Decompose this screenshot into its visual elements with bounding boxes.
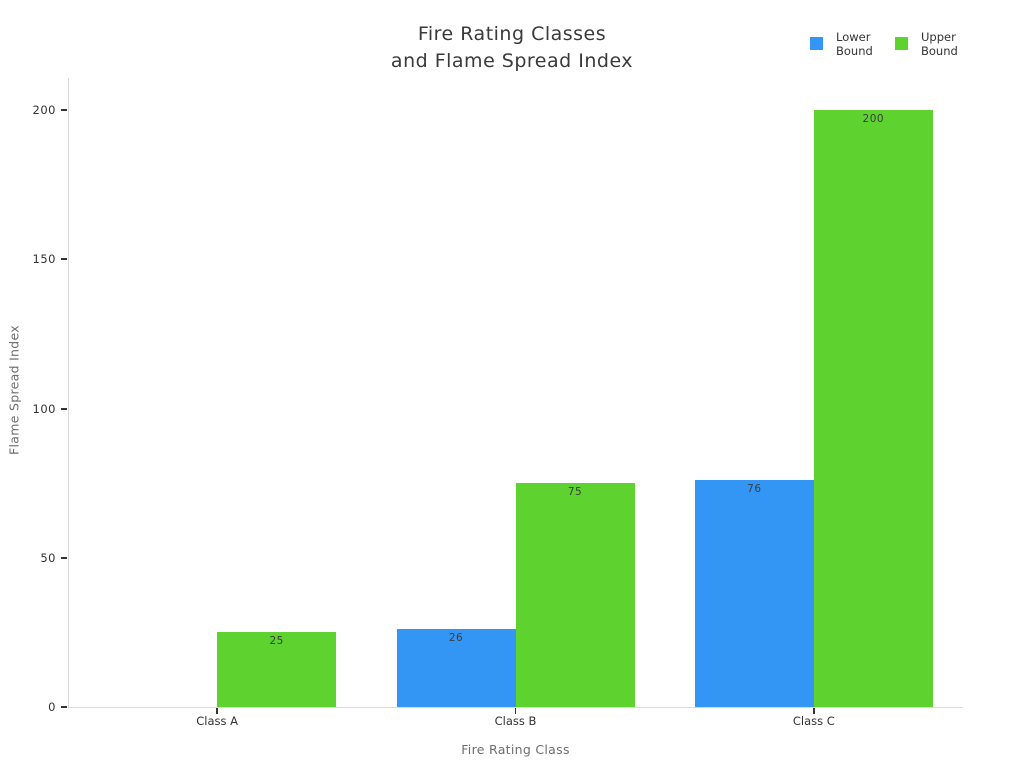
y-tick-mark	[61, 258, 67, 261]
y-tick-mark	[61, 556, 67, 559]
bar-upper-bound-class-c	[813, 110, 933, 707]
bar-value-label: 26	[448, 632, 464, 645]
y-axis-line	[68, 78, 69, 707]
bar-lower-bound-class-b	[396, 629, 516, 707]
bar-value-label: 25	[269, 635, 284, 648]
chart-title-line-1: Fire Rating Classes	[417, 23, 607, 45]
x-tick-label: Class C	[792, 714, 835, 728]
y-tick-label: 0	[48, 700, 56, 714]
x-tick-label: Class A	[196, 714, 239, 728]
y-tick-label: 200	[32, 103, 56, 117]
bar-value-label: 75	[567, 486, 583, 499]
x-tick-mark	[514, 708, 517, 714]
legend-label-lower-bound: Lower Bound	[836, 30, 873, 58]
y-tick-mark	[61, 407, 67, 410]
y-tick-label: 100	[32, 401, 56, 416]
legend-item-upper-bound[interactable]: Upper Bound	[895, 30, 963, 58]
x-tick-mark	[216, 708, 218, 714]
x-axis-line	[68, 707, 963, 708]
chart-title: Fire Rating Classes and Flame Spread Ind…	[0, 21, 1024, 75]
bar-upper-bound-class-a	[217, 632, 337, 707]
lower-bound-swatch-icon	[810, 37, 823, 50]
y-tick-label: 50	[40, 550, 56, 565]
legend: Lower Bound Upper Bound	[810, 30, 963, 58]
bar-lower-bound-class-c	[694, 480, 814, 707]
legend-label-upper-bound: Upper Bound	[921, 30, 958, 58]
upper-bound-swatch-icon	[895, 37, 908, 50]
x-axis-title: Fire Rating Class	[461, 742, 570, 757]
chart-title-line-2: and Flame Spread Index	[390, 50, 634, 72]
x-tick-mark	[813, 708, 815, 714]
bar-value-label: 76	[747, 483, 762, 496]
bar-upper-bound-class-b	[515, 483, 635, 707]
bar-value-label: 200	[862, 113, 885, 125]
y-tick-mark	[61, 109, 67, 111]
x-tick-label: Class B	[494, 714, 537, 728]
y-tick-mark	[61, 706, 67, 708]
legend-item-lower-bound[interactable]: Lower Bound	[810, 30, 878, 58]
y-axis-title: Flame Spread Index	[6, 325, 22, 455]
y-tick-label: 150	[32, 252, 56, 267]
